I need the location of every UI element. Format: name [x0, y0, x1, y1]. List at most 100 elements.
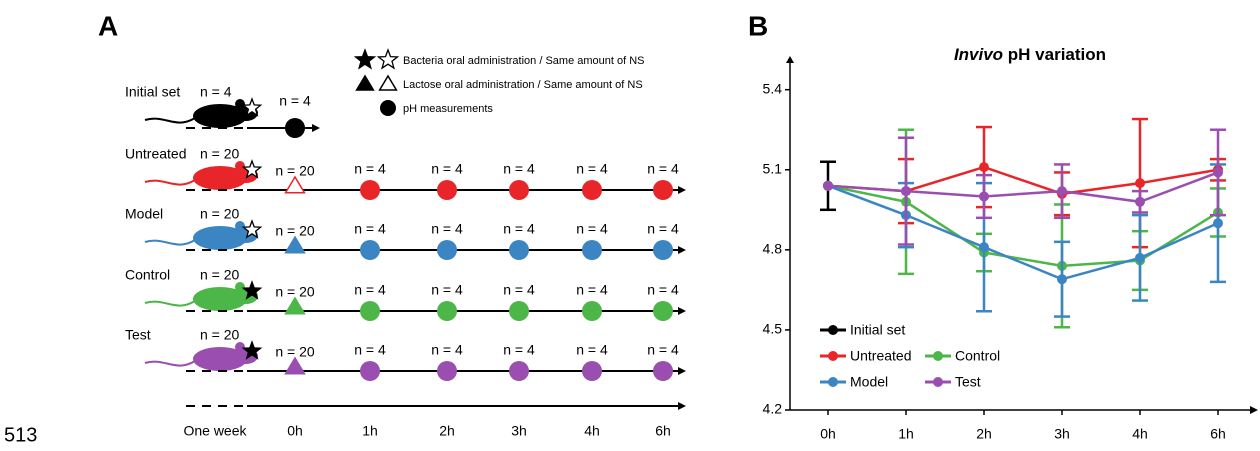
time-count: n = 4 — [503, 342, 535, 358]
time-count: n = 4 — [354, 161, 386, 177]
legend-text: pH measurements — [403, 103, 493, 115]
time-count: n = 4 — [431, 161, 463, 177]
x-tick-label: 1h — [898, 426, 914, 442]
mouse-body — [193, 104, 247, 128]
ph-dot — [653, 361, 673, 381]
arrow-head — [678, 402, 686, 410]
triangle-icon — [284, 175, 306, 194]
time-count: n = 4 — [647, 282, 679, 298]
title-emphasis: Invivo — [954, 45, 1003, 64]
time-count: n = 4 — [647, 221, 679, 237]
time-label: 3h — [511, 423, 527, 439]
time-label: One week — [183, 423, 247, 439]
time-count: n = 4 — [503, 282, 535, 298]
ph-dot — [437, 301, 457, 321]
group-label: Model — [125, 206, 163, 222]
triangle-icon — [284, 296, 306, 315]
time-count: n = 4 — [503, 161, 535, 177]
chart-title: Invivo pH variation — [954, 45, 1106, 64]
panel-label: B — [748, 10, 768, 41]
time-count: n = 4 — [647, 161, 679, 177]
time-count: n = 4 — [431, 221, 463, 237]
ph-dot — [582, 240, 602, 260]
mouse-ear — [235, 282, 245, 292]
group-n: n = 20 — [200, 206, 240, 222]
group-label: Test — [125, 327, 151, 343]
group-n: n = 20 — [200, 327, 240, 343]
ph-dot — [582, 361, 602, 381]
mouse-ear — [235, 221, 245, 231]
mouse-tail — [144, 239, 196, 246]
mouse-tail — [144, 117, 196, 124]
star-icon — [353, 48, 377, 70]
time-count: n = 4 — [431, 282, 463, 298]
y-tick-label: 4.5 — [763, 321, 783, 337]
mouse-ear — [235, 161, 245, 171]
mouse-ear — [235, 342, 245, 352]
mouse-body — [193, 166, 247, 190]
time-label: 4h — [584, 423, 600, 439]
page-number: 513 — [4, 424, 37, 446]
star-icon — [241, 219, 263, 239]
time-count: n = 4 — [576, 342, 608, 358]
point — [979, 191, 989, 202]
time-count: n = 4 — [354, 342, 386, 358]
mouse-tail — [144, 300, 196, 307]
time-label: 2h — [439, 423, 455, 439]
point — [901, 186, 911, 197]
y-tick-label: 5.1 — [763, 160, 783, 176]
point — [1135, 252, 1145, 263]
ph-dot — [360, 180, 380, 200]
group-label: Initial set — [125, 84, 180, 100]
legend-text: Lactose oral administration / Same amoun… — [403, 79, 643, 91]
zero-count: n = 20 — [275, 344, 315, 360]
group-n: n = 20 — [200, 267, 240, 283]
ph-dot — [437, 240, 457, 260]
mouse-tail — [144, 179, 196, 186]
arrow-head — [678, 307, 686, 315]
series-line — [827, 171, 1219, 204]
ph-dot — [653, 301, 673, 321]
legend-label: Initial set — [850, 322, 905, 338]
arrow-head — [678, 367, 686, 375]
time-count: n = 4 — [431, 342, 463, 358]
mouse-ear — [235, 99, 245, 109]
ph-dot — [360, 301, 380, 321]
arrow-head — [312, 124, 320, 132]
ph-dot — [509, 301, 529, 321]
legend-label: Control — [955, 348, 1000, 364]
point — [1057, 186, 1067, 197]
point — [1135, 178, 1145, 189]
x-tick-label: 2h — [976, 426, 992, 442]
triangle-icon — [355, 74, 375, 91]
legend-dot — [828, 377, 838, 387]
ph-dot — [437, 361, 457, 381]
y-tick-label: 4.2 — [763, 401, 783, 417]
ph-dot — [360, 361, 380, 381]
ph-dot — [582, 180, 602, 200]
time-label: 0h — [287, 423, 303, 439]
point — [1057, 274, 1067, 285]
time-count: n = 4 — [576, 221, 608, 237]
legend-label: Model — [850, 374, 888, 390]
y-tick-label: 5.4 — [763, 80, 783, 96]
star-icon — [241, 159, 263, 179]
legend-text: Bacteria oral administration / Same amou… — [403, 55, 645, 67]
mouse-body — [193, 347, 247, 371]
time-label: 6h — [655, 423, 671, 439]
arrow-head — [786, 56, 794, 63]
group-label: Control — [125, 267, 170, 283]
ph-dot — [653, 180, 673, 200]
point — [1135, 196, 1145, 207]
mouse-body — [193, 226, 247, 250]
group-n: n = 4 — [200, 84, 232, 100]
series-line — [827, 184, 1219, 268]
time-label: 1h — [362, 423, 378, 439]
group-label: Untreated — [125, 146, 186, 162]
arrow-head — [1250, 406, 1258, 414]
time-count: n = 4 — [576, 161, 608, 177]
x-tick-label: 3h — [1054, 426, 1070, 442]
ph-dot — [509, 240, 529, 260]
legend-dot — [380, 100, 396, 116]
